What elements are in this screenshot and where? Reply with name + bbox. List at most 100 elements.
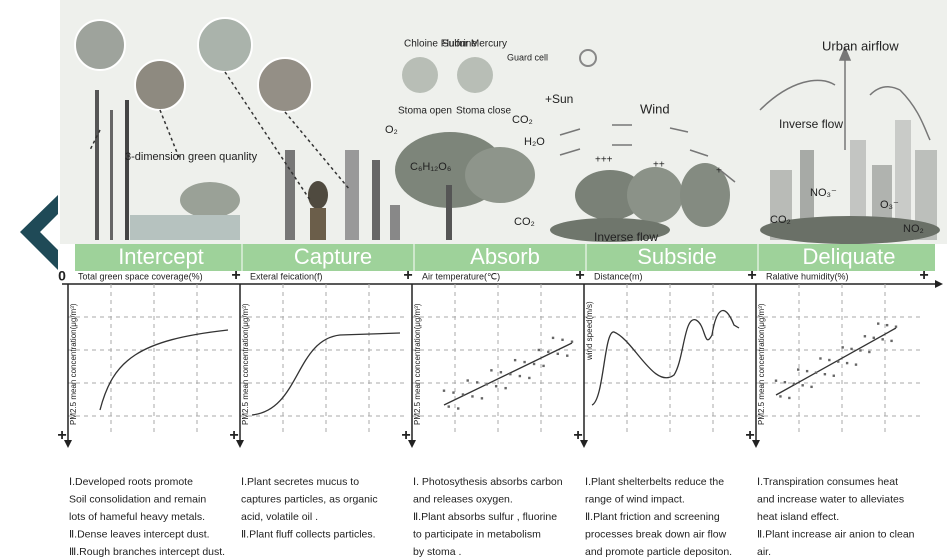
- y-axis-title: PM2.5 mean concentration(μg/m³): [413, 303, 422, 425]
- scatter-dot: [485, 383, 487, 385]
- infographic: 3-dimension green quanlityChloine Fluori…: [0, 0, 947, 558]
- trend-curve: [100, 330, 228, 410]
- stage-name: Subside: [637, 244, 717, 269]
- scatter-dot: [519, 375, 521, 377]
- illustration-label: Stoma open: [398, 106, 452, 117]
- scatter-dot: [566, 354, 568, 356]
- scatter-dot: [855, 363, 857, 365]
- description-line: by stoma .: [413, 546, 461, 558]
- scatter-dot: [784, 381, 786, 383]
- scatter-dot: [462, 393, 464, 395]
- plus-top: +: [231, 267, 240, 284]
- illustration-label: CO₂: [512, 114, 533, 126]
- description-line: Ⅲ.Rough branches intercept dust.: [69, 546, 225, 558]
- stage-name: Deliquate: [803, 244, 896, 269]
- scatter-dot: [542, 365, 544, 367]
- illustration-label: Sulfur Mercury: [442, 39, 507, 50]
- stage-name: Intercept: [118, 244, 204, 269]
- x-axis-title: Total green space coverage(%): [78, 271, 203, 281]
- description-line: Soil consolidation and remain: [69, 493, 206, 505]
- stage-name: Absorb: [470, 244, 540, 269]
- scatter-dot: [824, 373, 826, 375]
- plus-top: +: [747, 267, 756, 284]
- description-line: range of wind impact.: [585, 493, 685, 505]
- scatter-dot: [547, 351, 549, 353]
- scatter-dot: [557, 353, 559, 355]
- illustration-label: Inverse flow: [594, 230, 658, 244]
- scatter-dot: [500, 371, 502, 373]
- description-line: heat island effect.: [757, 511, 839, 523]
- description-line: Ⅰ.Plant shelterbelts reduce the: [585, 476, 724, 488]
- scatter-dot: [457, 407, 459, 409]
- description-line: and increase water to alleviates: [757, 493, 904, 505]
- plus-top: +: [919, 267, 928, 284]
- page: 3-dimension green quanlityChloine Fluori…: [0, 0, 947, 558]
- scatter-dot: [881, 338, 883, 340]
- illustration-label: CO₂: [770, 214, 791, 226]
- x-axis-title: Distance(m): [594, 271, 643, 281]
- illustration-label: Wind: [640, 101, 670, 116]
- scatter-dot: [467, 379, 469, 381]
- scatter-dot: [788, 397, 790, 399]
- scatter-dot: [850, 348, 852, 350]
- scatter-dot: [528, 377, 530, 379]
- x-axis-title: Ralative humidity(%): [766, 271, 849, 281]
- scatter-dot: [571, 341, 573, 343]
- x-axis-title: Exteral feication(f): [250, 271, 323, 281]
- scatter-dot: [509, 373, 511, 375]
- description-line: air.: [757, 546, 771, 558]
- illustration-label: +Sun: [545, 92, 573, 106]
- description-line: Ⅱ.Dense leaves intercept dust.: [69, 528, 210, 540]
- description-line: and releases oxygen.: [413, 493, 513, 505]
- trend-curve: [592, 311, 739, 405]
- scatter-dot: [873, 337, 875, 339]
- scatter-dot: [819, 357, 821, 359]
- scatter-dot: [481, 397, 483, 399]
- scatter-dot: [868, 351, 870, 353]
- description-line: Ⅰ.Plant secretes mucus to: [241, 476, 359, 488]
- scatter-dot: [523, 361, 525, 363]
- scatter-dot: [471, 395, 473, 397]
- back-chevron[interactable]: [20, 195, 58, 270]
- illustration-label: O₃⁻: [880, 199, 899, 211]
- scatter-dot: [452, 391, 454, 393]
- origin-label: 0: [58, 268, 66, 284]
- stage-panel: Deliquate Ralative humidity(%) + + PM2.5 mea…: [745, 244, 928, 558]
- scatter-dot: [538, 349, 540, 351]
- y-axis-title: wind speed(m/s): [585, 301, 594, 361]
- description-line: Ⅱ.Plant fluff collects particles.: [241, 528, 376, 540]
- scatter-dot: [806, 370, 808, 372]
- illustration-label: +: [716, 166, 722, 177]
- illustration-label: Inverse flow: [779, 117, 843, 131]
- plus-top: +: [575, 267, 584, 284]
- illustration-label: 3-dimension green quanlity: [125, 151, 258, 163]
- y-axis-title: PM2.5 mean concentration(μg/m³): [757, 303, 766, 425]
- x-axis-title: Air temperature(℃): [422, 271, 500, 281]
- scatter-dot: [490, 369, 492, 371]
- description-line: and promote particle depositon.: [585, 546, 732, 558]
- illustration-label: CO₂: [514, 216, 535, 228]
- illustration-label: NO₃⁻: [810, 187, 837, 199]
- scatter-dot: [886, 324, 888, 326]
- illustration-label: O₂: [385, 124, 398, 136]
- x-axis-arrow: [935, 280, 943, 288]
- scatter-dot: [775, 380, 777, 382]
- scatter-dot: [514, 359, 516, 361]
- scatter-dot: [864, 335, 866, 337]
- stage-name: Capture: [294, 244, 372, 269]
- illustration-label: ++: [653, 160, 665, 171]
- description-line: Ⅱ.Plant friction and screening: [585, 511, 720, 523]
- scatter-dot: [561, 339, 563, 341]
- description-line: Ⅱ.Plant absorbs sulfur , fluorine: [413, 511, 557, 523]
- scatter-dot: [837, 360, 839, 362]
- scatter-dot: [877, 322, 879, 324]
- illustration-label: C₆H₁₂O₆: [410, 161, 451, 173]
- description-line: captures particles, as organic: [241, 493, 378, 505]
- description-line: lots of hameful heavy metals.: [69, 511, 205, 523]
- description-line: Ⅰ. Photosythesis absorbs carbon: [413, 476, 563, 488]
- scatter-dot: [797, 368, 799, 370]
- illustration-label: Guard cell: [507, 52, 548, 62]
